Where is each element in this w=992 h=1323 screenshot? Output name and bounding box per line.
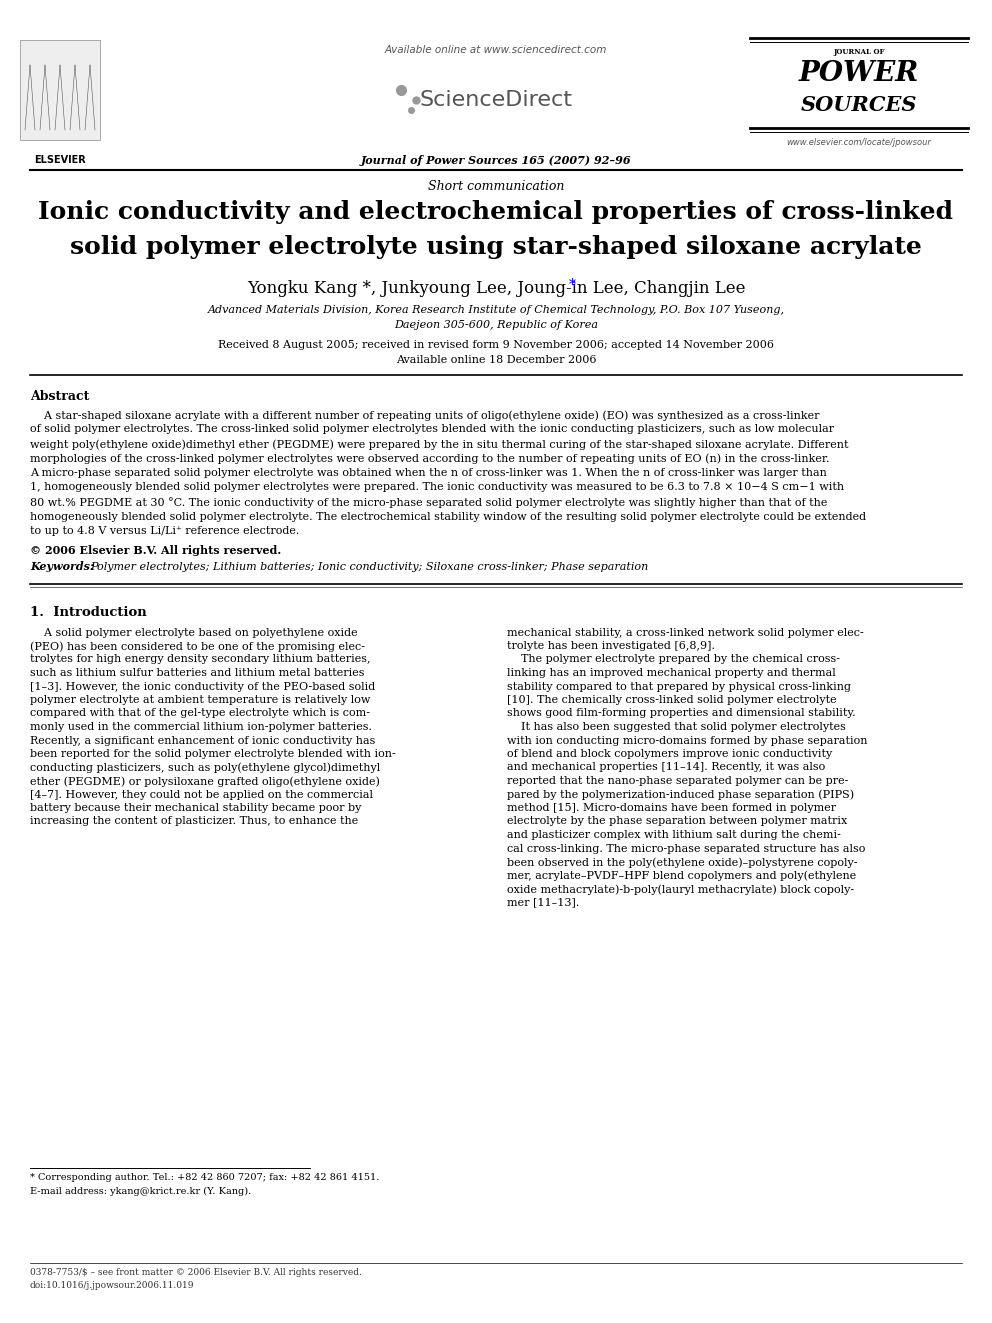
Text: Ionic conductivity and electrochemical properties of cross-linked: Ionic conductivity and electrochemical p…	[39, 200, 953, 224]
Text: monly used in the commercial lithium ion-polymer batteries.: monly used in the commercial lithium ion…	[30, 722, 372, 732]
Text: reported that the nano-phase separated polymer can be pre-: reported that the nano-phase separated p…	[507, 777, 848, 786]
Text: It has also been suggested that solid polymer electrolytes: It has also been suggested that solid po…	[507, 722, 846, 732]
Text: Abstract: Abstract	[30, 390, 89, 404]
Text: JOURNAL OF: JOURNAL OF	[833, 48, 885, 56]
Text: battery because their mechanical stability became poor by: battery because their mechanical stabili…	[30, 803, 361, 814]
Text: Polymer electrolytes; Lithium batteries; Ionic conductivity; Siloxane cross-link: Polymer electrolytes; Lithium batteries;…	[90, 561, 648, 572]
Text: trolyte has been investigated [6,8,9].: trolyte has been investigated [6,8,9].	[507, 642, 715, 651]
Text: cal cross-linking. The micro-phase separated structure has also: cal cross-linking. The micro-phase separ…	[507, 844, 865, 853]
Text: * Corresponding author. Tel.: +82 42 860 7207; fax: +82 42 861 4151.: * Corresponding author. Tel.: +82 42 860…	[30, 1174, 379, 1181]
Text: ScienceDirect: ScienceDirect	[420, 90, 572, 110]
Text: and plasticizer complex with lithium salt during the chemi-: and plasticizer complex with lithium sal…	[507, 830, 841, 840]
Text: mer [11–13].: mer [11–13].	[507, 897, 579, 908]
Text: Yongku Kang *, Junkyoung Lee, Joung-in Lee, Changjin Lee: Yongku Kang *, Junkyoung Lee, Joung-in L…	[247, 280, 745, 296]
Text: (PEO) has been considered to be one of the promising elec-: (PEO) has been considered to be one of t…	[30, 642, 365, 651]
Text: oxide methacrylate)-b-poly(lauryl methacrylate) block copoly-: oxide methacrylate)-b-poly(lauryl methac…	[507, 884, 854, 894]
Text: A micro-phase separated solid polymer electrolyte was obtained when the n of cro: A micro-phase separated solid polymer el…	[30, 468, 827, 478]
Text: Journal of Power Sources 165 (2007) 92–96: Journal of Power Sources 165 (2007) 92–9…	[361, 155, 631, 165]
Text: www.elsevier.com/locate/jpowsour: www.elsevier.com/locate/jpowsour	[787, 138, 931, 147]
Text: homogeneously blended solid polymer electrolyte. The electrochemical stability w: homogeneously blended solid polymer elec…	[30, 512, 866, 521]
Text: [1–3]. However, the ionic conductivity of the PEO-based solid: [1–3]. However, the ionic conductivity o…	[30, 681, 375, 692]
Text: of solid polymer electrolytes. The cross-linked solid polymer electrolytes blend: of solid polymer electrolytes. The cross…	[30, 425, 834, 434]
Text: pared by the polymerization-induced phase separation (PIPS): pared by the polymerization-induced phas…	[507, 790, 854, 800]
Text: to up to 4.8 V versus Li/Li⁺ reference electrode.: to up to 4.8 V versus Li/Li⁺ reference e…	[30, 527, 300, 536]
Text: Daejeon 305-600, Republic of Korea: Daejeon 305-600, Republic of Korea	[394, 320, 598, 329]
Text: 80 wt.% PEGDME at 30 °C. The ionic conductivity of the micro-phase separated sol: 80 wt.% PEGDME at 30 °C. The ionic condu…	[30, 497, 827, 508]
Text: been observed in the poly(ethylene oxide)–polystyrene copoly-: been observed in the poly(ethylene oxide…	[507, 857, 857, 868]
Text: polymer electrolyte at ambient temperature is relatively low: polymer electrolyte at ambient temperatu…	[30, 695, 370, 705]
Text: Available online at www.sciencedirect.com: Available online at www.sciencedirect.co…	[385, 45, 607, 56]
Text: doi:10.1016/j.jpowsour.2006.11.019: doi:10.1016/j.jpowsour.2006.11.019	[30, 1281, 194, 1290]
Text: A star-shaped siloxane acrylate with a different number of repeating units of ol: A star-shaped siloxane acrylate with a d…	[30, 410, 819, 421]
Text: Received 8 August 2005; received in revised form 9 November 2006; accepted 14 No: Received 8 August 2005; received in revi…	[218, 340, 774, 351]
Text: ether (PEGDME) or polysiloxane grafted oligo(ethylene oxide): ether (PEGDME) or polysiloxane grafted o…	[30, 777, 380, 787]
Text: of blend and block copolymers improve ionic conductivity: of blend and block copolymers improve io…	[507, 749, 832, 759]
Text: been reported for the solid polymer electrolyte blended with ion-: been reported for the solid polymer elec…	[30, 749, 396, 759]
Text: compared with that of the gel-type electrolyte which is com-: compared with that of the gel-type elect…	[30, 709, 370, 718]
Text: method [15]. Micro-domains have been formed in polymer: method [15]. Micro-domains have been for…	[507, 803, 836, 814]
Text: © 2006 Elsevier B.V. All rights reserved.: © 2006 Elsevier B.V. All rights reserved…	[30, 545, 282, 557]
Text: shows good film-forming properties and dimensional stability.: shows good film-forming properties and d…	[507, 709, 856, 718]
Text: The polymer electrolyte prepared by the chemical cross-: The polymer electrolyte prepared by the …	[507, 655, 840, 664]
Text: POWER: POWER	[799, 60, 920, 87]
Text: such as lithium sulfur batteries and lithium metal batteries: such as lithium sulfur batteries and lit…	[30, 668, 364, 677]
Text: Keywords:: Keywords:	[30, 561, 102, 573]
Text: ELSEVIER: ELSEVIER	[34, 155, 86, 165]
Text: Advanced Materials Division, Korea Research Institute of Chemical Technology, P.: Advanced Materials Division, Korea Resea…	[207, 306, 785, 315]
Bar	[20, 40, 100, 140]
Text: [10]. The chemically cross-linked solid polymer electrolyte: [10]. The chemically cross-linked solid …	[507, 695, 836, 705]
Text: and mechanical properties [11–14]. Recently, it was also: and mechanical properties [11–14]. Recen…	[507, 762, 825, 773]
Text: Available online 18 December 2006: Available online 18 December 2006	[396, 355, 596, 365]
Text: solid polymer electrolyte using star-shaped siloxane acrylate: solid polymer electrolyte using star-sha…	[70, 235, 922, 259]
Text: weight poly(ethylene oxide)dimethyl ether (PEGDME) were prepared by the in situ : weight poly(ethylene oxide)dimethyl ethe…	[30, 439, 848, 450]
Text: 1.  Introduction: 1. Introduction	[30, 606, 147, 618]
Text: mer, acrylate–PVDF–HPF blend copolymers and poly(ethylene: mer, acrylate–PVDF–HPF blend copolymers …	[507, 871, 856, 881]
Text: increasing the content of plasticizer. Thus, to enhance the: increasing the content of plasticizer. T…	[30, 816, 358, 827]
Text: SOURCES: SOURCES	[801, 95, 918, 115]
Text: Short communication: Short communication	[428, 180, 564, 193]
Text: linking has an improved mechanical property and thermal: linking has an improved mechanical prope…	[507, 668, 835, 677]
Text: stability compared to that prepared by physical cross-linking: stability compared to that prepared by p…	[507, 681, 851, 692]
Text: trolytes for high energy density secondary lithium batteries,: trolytes for high energy density seconda…	[30, 655, 370, 664]
Text: electrolyte by the phase separation between polymer matrix: electrolyte by the phase separation betw…	[507, 816, 847, 827]
Text: A solid polymer electrolyte based on polyethylene oxide: A solid polymer electrolyte based on pol…	[30, 627, 358, 638]
Text: conducting plasticizers, such as poly(ethylene glycol)dimethyl: conducting plasticizers, such as poly(et…	[30, 762, 380, 773]
Text: morphologies of the cross-linked polymer electrolytes were observed according to: morphologies of the cross-linked polymer…	[30, 454, 829, 464]
Text: E-mail address: ykang@krict.re.kr (Y. Kang).: E-mail address: ykang@krict.re.kr (Y. Ka…	[30, 1187, 251, 1196]
Text: 0378-7753/$ – see front matter © 2006 Elsevier B.V. All rights reserved.: 0378-7753/$ – see front matter © 2006 El…	[30, 1267, 362, 1277]
Text: *: *	[569, 278, 576, 292]
Text: Recently, a significant enhancement of ionic conductivity has: Recently, a significant enhancement of i…	[30, 736, 375, 745]
Text: mechanical stability, a cross-linked network solid polymer elec-: mechanical stability, a cross-linked net…	[507, 627, 864, 638]
Text: [4–7]. However, they could not be applied on the commercial: [4–7]. However, they could not be applie…	[30, 790, 373, 799]
Text: 1, homogeneously blended solid polymer electrolytes were prepared. The ionic con: 1, homogeneously blended solid polymer e…	[30, 483, 844, 492]
Text: with ion conducting micro-domains formed by phase separation: with ion conducting micro-domains formed…	[507, 736, 867, 745]
